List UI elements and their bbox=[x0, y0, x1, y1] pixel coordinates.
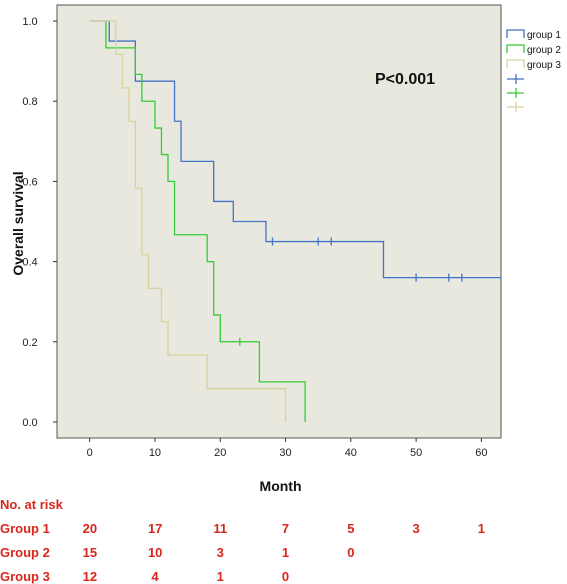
risk-count: 7 bbox=[281, 521, 290, 536]
axes: 0 10 20 30 40 50 60 0.0 0.2 0.4 0.6 0.8 1.0 bbox=[22, 16, 487, 459]
risk-count: 1 bbox=[216, 569, 224, 584]
x-tick-label: 0 bbox=[87, 447, 93, 459]
risk-row-label: Group 3 bbox=[0, 569, 50, 584]
risk-count: 0 bbox=[347, 545, 355, 560]
x-tick-label: 50 bbox=[410, 447, 422, 459]
y-tick-label: 0.8 bbox=[22, 96, 37, 108]
y-tick-label: 0.6 bbox=[22, 176, 37, 188]
risk-count: 1 bbox=[477, 521, 486, 536]
risk-count: 17 bbox=[147, 521, 163, 536]
survival-curve-3 bbox=[89, 20, 287, 422]
legend-label: group 3 bbox=[527, 60, 561, 71]
survival-curve-2 bbox=[102, 20, 306, 422]
y-tick-label: 1.0 bbox=[22, 16, 37, 28]
risk-table-title: No. at risk bbox=[0, 497, 63, 512]
legend-label: group 1 bbox=[527, 30, 561, 41]
y-tick-label: 0.0 bbox=[22, 417, 37, 429]
risk-count: 20 bbox=[82, 521, 98, 536]
x-tick-label: 40 bbox=[345, 447, 357, 459]
km-chart: 0 10 20 30 40 50 600.00.20.40.60.81.0 P<0.001 … bbox=[10, 4, 561, 494]
x-tick-label: 10 bbox=[149, 447, 161, 459]
risk-count: 15 bbox=[82, 545, 98, 560]
risk-count: 10 bbox=[147, 545, 163, 560]
risk-count: 11 bbox=[213, 521, 228, 536]
legend-swatch bbox=[506, 44, 525, 53]
y-tick-label: 0.2 bbox=[22, 337, 37, 349]
risk-count: 3 bbox=[216, 545, 224, 560]
legend-swatch bbox=[506, 29, 525, 38]
risk-count: 3 bbox=[412, 521, 420, 536]
risk-row-label: Group 2 bbox=[0, 545, 50, 560]
y-axis-title: Overall survival bbox=[10, 171, 26, 275]
x-tick-label: 30 bbox=[279, 447, 291, 459]
x-tick-label: 60 bbox=[475, 447, 487, 459]
p-value-annotation: P<0.001 bbox=[375, 71, 435, 88]
risk-count: 12 bbox=[82, 569, 98, 584]
risk-count: 1 bbox=[281, 545, 290, 560]
legend: group 1 group 2 group 3 bbox=[506, 29, 561, 112]
legend-label: group 2 bbox=[527, 45, 561, 56]
x-axis-title: Month bbox=[260, 478, 302, 494]
legend-swatch bbox=[506, 59, 525, 68]
risk-count: 0 bbox=[281, 569, 290, 584]
survival-curves bbox=[89, 20, 501, 422]
risk-count: 4 bbox=[151, 569, 159, 584]
y-tick-label: 0.4 bbox=[22, 257, 37, 269]
risk-row-label: Group 1 bbox=[0, 521, 50, 536]
x-tick-label: 20 bbox=[214, 447, 226, 459]
survival-curve-1 bbox=[89, 20, 501, 279]
plot-area bbox=[56, 4, 502, 439]
risk-count: 5 bbox=[347, 521, 355, 536]
